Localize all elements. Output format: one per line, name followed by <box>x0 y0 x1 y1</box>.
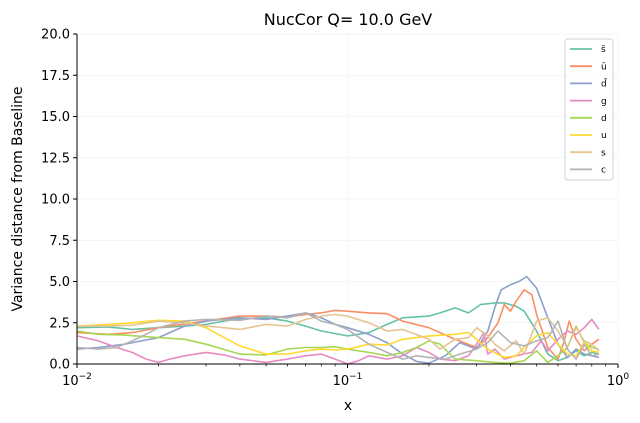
y-tick-label: 20.0 <box>41 28 70 43</box>
x-tick-label: 100 <box>607 372 630 389</box>
series-line <box>76 325 600 364</box>
y-tick-label: 2.5 <box>49 316 70 331</box>
series-line <box>76 319 600 359</box>
y-tick-label: 15.0 <box>41 110 70 125</box>
axis-ticks: 0.02.55.07.510.012.515.017.520.010−2 10−1… <box>41 28 629 390</box>
series-lines <box>76 275 600 365</box>
x-axis-label: x <box>344 398 352 414</box>
x-tick-label-base: 10 <box>607 374 624 389</box>
series-line <box>76 289 600 360</box>
x-tick-label-exponent: −1 <box>349 372 362 382</box>
x-tick-label-base: 10 <box>333 374 350 389</box>
y-tick-label: 17.5 <box>41 69 70 84</box>
y-tick-label: 10.0 <box>41 193 70 208</box>
series-line <box>76 318 600 365</box>
x-tick-label-exponent: 0 <box>623 372 629 382</box>
series-line <box>76 312 600 360</box>
y-tick-label: 0.0 <box>49 358 70 373</box>
legend-label: ū <box>601 62 607 72</box>
legend-label: d <box>601 114 607 124</box>
y-axis-label: Variance distance from Baseline <box>10 86 26 311</box>
legend-label: d̄ <box>601 78 608 90</box>
series-line <box>76 275 600 364</box>
x-tick-label-base: 10 <box>62 374 79 389</box>
chart-title: NucCor Q= 10.0 GeV <box>264 10 433 29</box>
x-tick-label-exponent: −2 <box>79 372 92 382</box>
legend-label: s <box>601 148 606 158</box>
legend-label: s̄ <box>601 45 606 55</box>
legend-box <box>564 38 614 181</box>
legend-label: c <box>601 166 606 176</box>
y-tick-label: 12.5 <box>41 151 70 166</box>
legend-label: g <box>601 97 607 107</box>
y-tick-label: 5.0 <box>49 275 70 290</box>
x-tick-label: 10−1 <box>333 372 363 389</box>
y-tick-label: 7.5 <box>49 234 70 249</box>
legend-label: u <box>601 131 607 141</box>
series-line <box>77 313 600 355</box>
x-tick-label: 10−2 <box>62 372 92 389</box>
